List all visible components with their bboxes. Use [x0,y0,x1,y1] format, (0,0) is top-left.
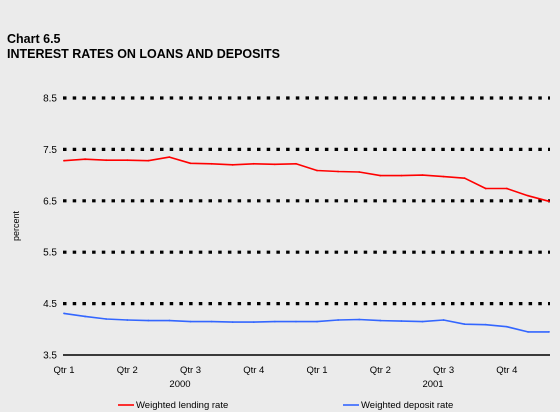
data-point [485,188,487,190]
data-point [464,323,466,325]
data-point [190,321,192,323]
data-point [548,331,550,333]
data-point [295,321,297,323]
data-point [422,321,424,323]
x-tick-label: Qtr 1 [306,365,327,376]
data-point [527,195,529,197]
data-point [379,320,381,322]
data-point [485,324,487,326]
data-point [232,321,234,323]
x-year-label: 2001 [422,379,443,390]
y-tick-label: 5.5 [43,248,57,259]
data-point [337,319,339,321]
data-point [400,320,402,322]
data-point [63,312,65,314]
data-point [126,319,128,321]
data-point [527,331,529,333]
data-point [506,326,508,328]
x-tick-label: Qtr 3 [180,365,201,376]
data-point [84,316,86,318]
data-point [337,171,339,173]
series-lines [63,156,550,333]
data-point [190,162,192,164]
legend-label: Weighted deposit rate [361,400,453,411]
data-point [147,320,149,322]
data-point [169,320,171,322]
x-tick-label: Qtr 2 [117,365,138,376]
legend: Weighted lending rate Weighted deposit ra… [118,400,453,411]
data-point [443,176,445,178]
data-point [147,160,149,162]
data-point [295,163,297,165]
x-year-label: 2000 [169,379,190,390]
y-axis-label: percent [11,210,21,241]
data-point [105,318,107,320]
data-point [211,321,213,323]
data-point [548,200,550,202]
data-point [506,188,508,190]
series-line-lending [64,157,549,201]
data-point [274,321,276,323]
data-point [422,174,424,176]
data-point [84,158,86,160]
x-tick-label: Qtr 4 [243,365,264,376]
data-point [316,321,318,323]
y-tick-label: 4.5 [43,299,57,310]
series-line-deposit [64,313,549,332]
data-point [126,159,128,161]
data-point [253,321,255,323]
data-point [105,159,107,161]
data-point [443,319,445,321]
legend-label: Weighted lending rate [136,400,228,411]
data-point [169,156,171,158]
data-point [316,170,318,172]
y-tick-label: 7.5 [43,145,57,156]
y-tick-label: 8.5 [43,94,57,105]
x-tick-label: Qtr 1 [53,365,74,376]
data-point [379,175,381,177]
x-tick-label: Qtr 4 [496,365,517,376]
y-tick-label: 3.5 [43,351,57,362]
data-point [274,163,276,165]
y-tick-label: 6.5 [43,196,57,207]
data-point [464,177,466,179]
data-point [358,319,360,321]
x-tick-label: Qtr 2 [370,365,391,376]
data-point [232,164,234,166]
x-axis: Qtr 1 Qtr 2 Qtr 3 Qtr 4 Qtr 1 Qtr 2 Qtr 3 Qtr 4… [53,365,517,390]
data-point [400,175,402,177]
x-tick-label: Qtr 3 [433,365,454,376]
data-point [253,163,255,165]
data-point [63,160,65,162]
data-point [358,171,360,173]
data-point [211,163,213,165]
